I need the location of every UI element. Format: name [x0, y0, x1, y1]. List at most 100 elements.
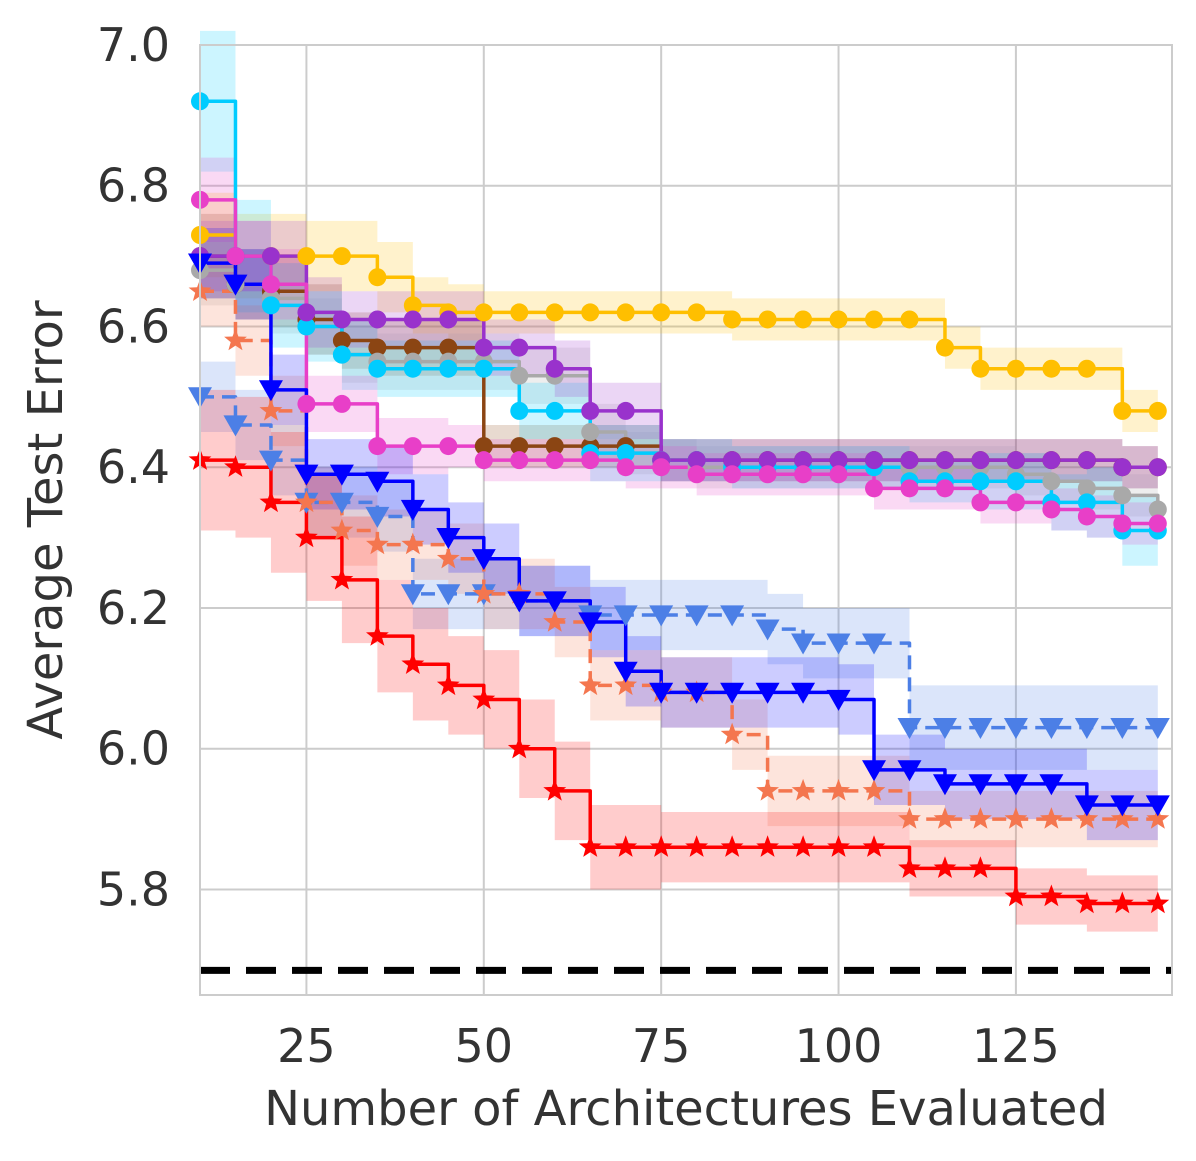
marker-cyan: [332, 345, 351, 364]
marker-salmon: [827, 778, 850, 801]
marker-magenta: [616, 458, 635, 477]
marker-blue: [1074, 795, 1099, 817]
marker-purple: [687, 451, 706, 470]
marker-red: [578, 835, 602, 857]
marker-blue: [1039, 774, 1064, 796]
marker-purple: [332, 310, 351, 329]
band-gray: [200, 235, 1158, 531]
marker-gold: [794, 310, 813, 329]
marker-blue: [365, 471, 390, 493]
marker-gold: [971, 359, 990, 378]
marker-blue: [649, 682, 674, 704]
marker-blue: [968, 774, 993, 796]
marker-salmon: [756, 778, 779, 801]
marker-magenta: [1042, 500, 1061, 519]
marker-light-blue: [400, 584, 425, 606]
y-tick-label: 7.0: [97, 18, 170, 72]
series-markers: [188, 92, 1170, 914]
y-tick-label: 5.8: [97, 862, 170, 916]
x-axis-label: Number of Architectures Evaluated: [264, 1081, 1108, 1137]
marker-cyan: [510, 401, 529, 420]
marker-cyan: [616, 444, 635, 463]
marker-light-blue: [258, 450, 283, 472]
marker-red: [366, 624, 389, 646]
marker-salmon: [720, 722, 744, 745]
marker-cyan: [474, 359, 493, 378]
marker-salmon: [791, 778, 815, 801]
marker-red: [756, 835, 779, 857]
marker-salmon: [1075, 807, 1099, 829]
marker-gray: [581, 423, 600, 442]
marker-magenta: [261, 275, 280, 294]
marker-red: [898, 856, 921, 878]
y-tick-label: 6.0: [97, 722, 170, 776]
marker-blue: [542, 591, 567, 613]
markers-blue: [188, 253, 1170, 817]
y-tick-label: 6.4: [97, 440, 170, 494]
marker-blue: [471, 549, 496, 571]
marker-salmon: [472, 581, 496, 604]
marker-light-blue: [1003, 717, 1028, 739]
marker-light-blue: [1074, 717, 1099, 739]
marker-salmon: [969, 807, 992, 829]
marker-red: [507, 736, 531, 759]
line-magenta: [200, 198, 1158, 526]
marker-blue: [613, 661, 638, 683]
marker-salmon: [578, 673, 602, 696]
band-salmon: [200, 256, 1158, 848]
marker-light-blue: [436, 584, 461, 606]
marker-gold: [545, 303, 564, 322]
marker-gold: [616, 303, 635, 322]
marker-purple: [865, 451, 884, 470]
marker-purple: [581, 401, 600, 420]
marker-magenta: [652, 458, 671, 477]
marker-purple: [794, 451, 813, 470]
marker-purple: [474, 338, 493, 357]
marker-red: [649, 835, 673, 857]
marker-salmon: [1110, 807, 1134, 829]
marker-light-blue: [755, 619, 780, 641]
marker-blue: [826, 689, 851, 711]
marker-gold: [332, 247, 351, 266]
marker-red: [472, 687, 496, 710]
marker-red: [720, 835, 744, 857]
marker-brown: [474, 437, 493, 456]
marker-blue: [1003, 774, 1028, 796]
marker-red: [685, 835, 709, 857]
marker-magenta: [545, 451, 564, 470]
marker-brown: [439, 338, 458, 357]
marker-gold: [900, 310, 919, 329]
x-tick-labels: 25 50 75 100 125: [277, 1019, 1060, 1073]
marker-red: [224, 455, 247, 477]
marker-blue: [720, 682, 745, 704]
marker-salmon: [1146, 807, 1170, 829]
marker-blue: [862, 760, 887, 782]
marker-blue: [684, 682, 709, 704]
marker-gold: [935, 338, 954, 357]
marker-blue: [1110, 795, 1135, 817]
marker-salmon: [330, 518, 354, 541]
marker-salmon: [862, 778, 886, 801]
marker-light-blue: [862, 633, 887, 655]
marker-purple: [439, 310, 458, 329]
y-tick-label: 6.8: [97, 159, 170, 213]
marker-light-blue: [826, 633, 851, 655]
marker-blue: [223, 274, 248, 296]
marker-light-blue: [365, 506, 390, 528]
marker-salmon: [295, 490, 318, 513]
marker-salmon: [933, 807, 957, 829]
marker-light-blue: [649, 605, 674, 627]
plot-frame: [199, 44, 1173, 996]
marker-magenta: [226, 247, 245, 266]
marker-blue: [258, 380, 283, 402]
y-tick-label: 6.6: [97, 299, 170, 353]
marker-light-blue: [329, 492, 354, 514]
marker-blue: [400, 499, 425, 521]
marker-red: [1004, 884, 1028, 907]
x-tick-label: 100: [795, 1019, 883, 1073]
marker-gold: [829, 310, 848, 329]
marker-gold: [758, 310, 777, 329]
marker-purple: [261, 247, 280, 266]
marker-blue: [932, 774, 957, 796]
